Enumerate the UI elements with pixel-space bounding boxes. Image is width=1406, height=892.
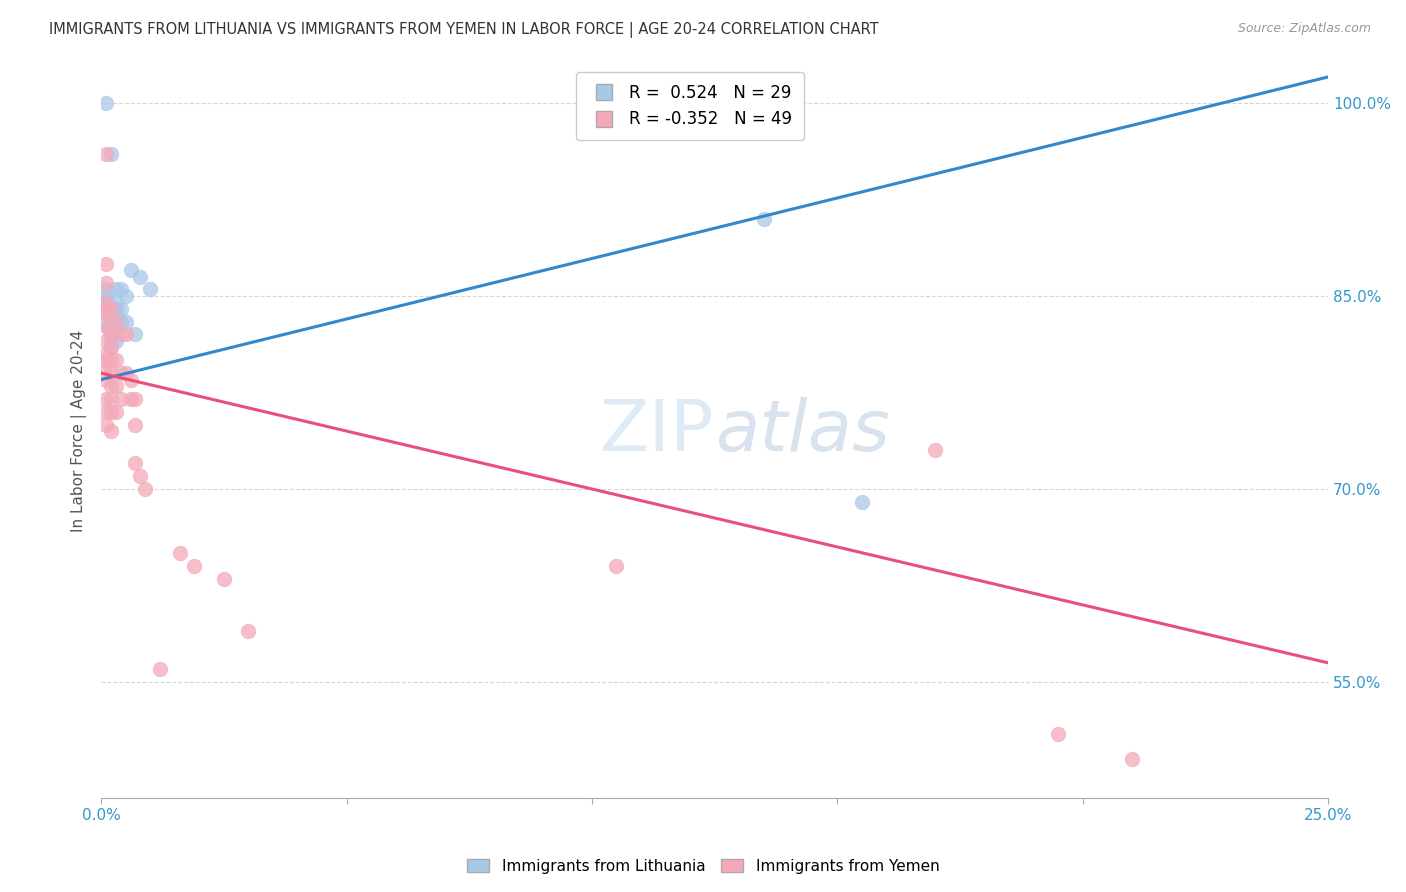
Point bbox=[104, 405, 127, 419]
Point bbox=[94, 353, 117, 368]
Text: Source: ZipAtlas.com: Source: ZipAtlas.com bbox=[1237, 22, 1371, 36]
Point bbox=[124, 327, 146, 342]
Point bbox=[100, 424, 122, 438]
Point bbox=[94, 315, 117, 329]
Point bbox=[120, 373, 142, 387]
Point bbox=[104, 353, 127, 368]
Point bbox=[1047, 727, 1070, 741]
Point bbox=[104, 315, 127, 329]
Point bbox=[94, 257, 117, 271]
Point bbox=[104, 321, 127, 335]
Point bbox=[169, 546, 191, 560]
Point bbox=[94, 289, 117, 303]
Point bbox=[129, 469, 152, 483]
Point bbox=[94, 405, 117, 419]
Point bbox=[94, 373, 117, 387]
Point bbox=[94, 347, 117, 361]
Y-axis label: In Labor Force | Age 20-24: In Labor Force | Age 20-24 bbox=[72, 330, 87, 533]
Point bbox=[97, 295, 120, 310]
Point bbox=[124, 417, 146, 432]
Point bbox=[124, 392, 146, 406]
Text: ZIP: ZIP bbox=[600, 397, 714, 466]
Point bbox=[100, 340, 122, 354]
Point bbox=[100, 327, 122, 342]
Point bbox=[139, 282, 162, 296]
Point bbox=[94, 95, 117, 110]
Point bbox=[129, 269, 152, 284]
Text: IMMIGRANTS FROM LITHUANIA VS IMMIGRANTS FROM YEMEN IN LABOR FORCE | AGE 20-24 CO: IMMIGRANTS FROM LITHUANIA VS IMMIGRANTS … bbox=[49, 22, 879, 38]
Point bbox=[100, 379, 122, 393]
Point bbox=[100, 366, 122, 380]
Point bbox=[94, 392, 117, 406]
Point bbox=[110, 301, 132, 316]
Point bbox=[104, 282, 127, 296]
Legend: Immigrants from Lithuania, Immigrants from Yemen: Immigrants from Lithuania, Immigrants fr… bbox=[460, 853, 946, 880]
Point bbox=[100, 353, 122, 368]
Point bbox=[110, 315, 132, 329]
Point bbox=[212, 572, 235, 586]
Point bbox=[94, 301, 117, 316]
Point bbox=[100, 334, 122, 348]
Point bbox=[114, 315, 136, 329]
Point bbox=[114, 366, 136, 380]
Point bbox=[104, 308, 127, 322]
Point bbox=[100, 405, 122, 419]
Point bbox=[104, 334, 127, 348]
Point bbox=[110, 327, 132, 342]
Point bbox=[752, 211, 775, 226]
Point bbox=[94, 282, 117, 296]
Point bbox=[183, 559, 205, 574]
Point bbox=[94, 359, 117, 374]
Point bbox=[97, 321, 120, 335]
Point bbox=[104, 301, 127, 316]
Point bbox=[97, 321, 120, 335]
Point bbox=[100, 301, 122, 316]
Point bbox=[94, 301, 117, 316]
Point bbox=[851, 495, 873, 509]
Point bbox=[100, 147, 122, 161]
Point bbox=[94, 295, 117, 310]
Point bbox=[110, 392, 132, 406]
Point bbox=[605, 559, 627, 574]
Point bbox=[238, 624, 260, 638]
Point bbox=[94, 417, 117, 432]
Point bbox=[110, 366, 132, 380]
Point bbox=[94, 276, 117, 290]
Point bbox=[120, 263, 142, 277]
Point bbox=[94, 147, 117, 161]
Point bbox=[100, 327, 122, 342]
Point bbox=[104, 379, 127, 393]
Point bbox=[104, 295, 127, 310]
Point bbox=[100, 315, 122, 329]
Point bbox=[94, 334, 117, 348]
Point bbox=[114, 327, 136, 342]
Legend: R =  0.524   N = 29, R = -0.352   N = 49: R = 0.524 N = 29, R = -0.352 N = 49 bbox=[576, 72, 804, 140]
Point bbox=[110, 282, 132, 296]
Point bbox=[1121, 752, 1143, 766]
Point bbox=[924, 443, 946, 458]
Point bbox=[114, 289, 136, 303]
Point bbox=[94, 308, 117, 322]
Point bbox=[134, 482, 156, 496]
Point bbox=[149, 662, 172, 676]
Point bbox=[120, 392, 142, 406]
Text: atlas: atlas bbox=[714, 397, 889, 466]
Point bbox=[100, 340, 122, 354]
Point bbox=[100, 392, 122, 406]
Point bbox=[124, 456, 146, 470]
